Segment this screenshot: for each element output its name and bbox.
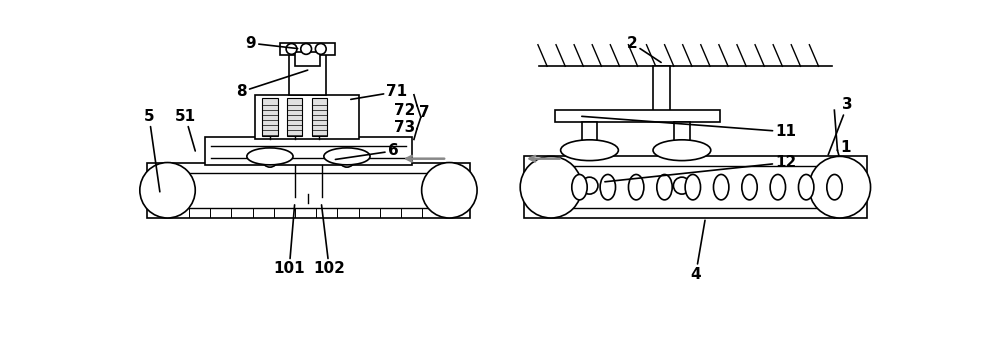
Bar xyxy=(582,122,597,186)
Ellipse shape xyxy=(324,148,370,165)
Circle shape xyxy=(422,162,477,218)
Ellipse shape xyxy=(628,175,644,200)
Ellipse shape xyxy=(827,175,842,200)
Text: 5: 5 xyxy=(144,109,160,192)
Text: 12: 12 xyxy=(605,155,796,182)
Bar xyxy=(295,52,320,66)
Text: 3: 3 xyxy=(828,97,853,155)
Bar xyxy=(674,122,690,186)
Text: 2: 2 xyxy=(626,36,661,62)
Bar xyxy=(205,137,412,165)
Text: 72: 72 xyxy=(394,103,415,118)
Text: 93: 93 xyxy=(0,346,1,347)
Ellipse shape xyxy=(653,140,711,161)
Circle shape xyxy=(673,177,690,194)
Text: 73: 73 xyxy=(394,120,415,135)
Bar xyxy=(287,98,302,136)
Bar xyxy=(524,156,867,218)
Circle shape xyxy=(809,156,871,218)
Ellipse shape xyxy=(572,175,587,200)
Text: 91: 91 xyxy=(0,346,1,347)
Bar xyxy=(289,52,326,95)
Bar xyxy=(255,95,359,139)
Text: 101: 101 xyxy=(273,205,305,276)
Ellipse shape xyxy=(247,148,293,165)
Circle shape xyxy=(520,156,582,218)
Ellipse shape xyxy=(685,175,701,200)
Text: 1: 1 xyxy=(840,139,850,155)
Text: 92: 92 xyxy=(0,346,1,347)
Ellipse shape xyxy=(600,175,616,200)
Circle shape xyxy=(339,152,355,167)
Bar xyxy=(555,110,720,122)
Circle shape xyxy=(301,44,312,54)
Ellipse shape xyxy=(657,175,672,200)
Text: 9: 9 xyxy=(245,36,298,51)
Text: 8: 8 xyxy=(236,70,308,99)
Bar xyxy=(312,98,327,136)
Circle shape xyxy=(140,162,195,218)
Text: 6: 6 xyxy=(335,143,399,160)
Ellipse shape xyxy=(742,175,757,200)
Circle shape xyxy=(262,152,278,167)
Text: 102: 102 xyxy=(313,205,345,276)
Text: 11: 11 xyxy=(582,116,796,139)
Circle shape xyxy=(581,177,598,194)
Text: 7: 7 xyxy=(419,105,429,120)
Bar xyxy=(147,162,470,218)
Ellipse shape xyxy=(770,175,786,200)
Bar xyxy=(653,66,670,114)
Text: 4: 4 xyxy=(690,220,705,282)
Circle shape xyxy=(286,44,297,54)
Bar xyxy=(262,98,278,136)
Ellipse shape xyxy=(798,175,814,200)
Text: 51: 51 xyxy=(175,109,196,151)
Ellipse shape xyxy=(561,140,618,161)
Text: 71: 71 xyxy=(351,84,408,99)
Circle shape xyxy=(315,44,326,54)
Ellipse shape xyxy=(713,175,729,200)
Bar xyxy=(280,43,335,55)
